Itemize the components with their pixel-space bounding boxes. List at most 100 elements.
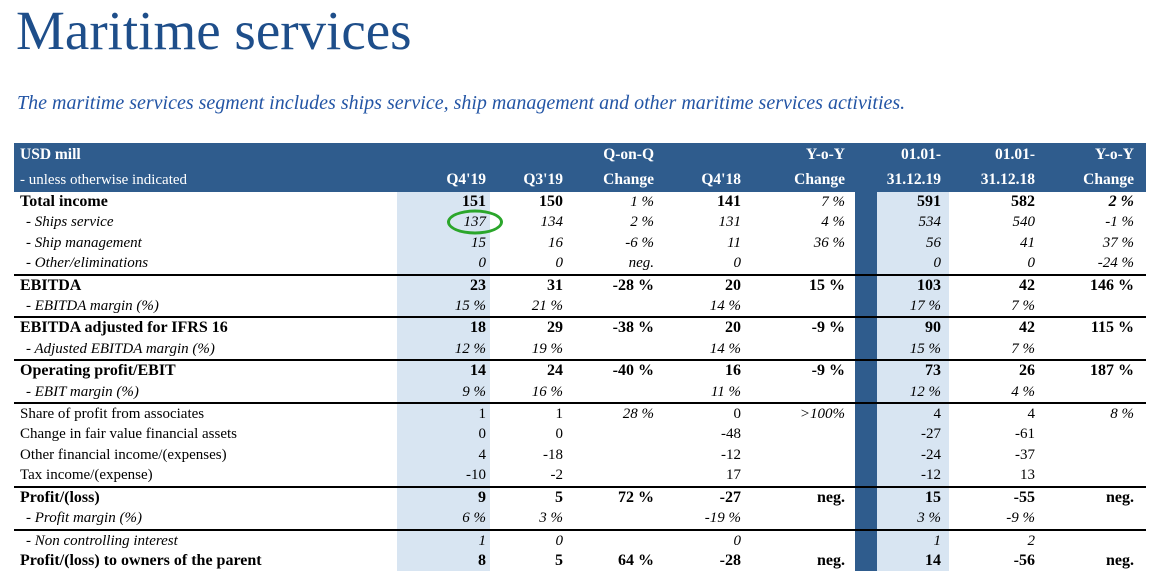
table-cell: 14 % (663, 296, 748, 319)
header-line-2: - unless otherwise indicated (20, 171, 188, 188)
row-label: - Other/eliminations (14, 253, 397, 276)
table-cell: 42 (1019, 276, 1035, 294)
table-cell (568, 445, 663, 465)
table-cell: 56 (926, 234, 941, 251)
table-row: Total income 151 150 1 % 141 7 % 591 582 2 % (14, 192, 1146, 213)
table-row: - EBIT margin (%) 9 % 16 % 11 % 12 % 4 % (14, 381, 1146, 405)
table-cell: 13 (949, 465, 1043, 488)
table-cell: -10 (397, 465, 490, 488)
table-cell: 29 (547, 319, 563, 337)
table-cell (568, 465, 663, 488)
table-cell: 17 (663, 465, 748, 488)
header-line-1: 01.01- (994, 146, 1035, 163)
table-cell: 19 % (490, 338, 568, 362)
table-cell (568, 424, 663, 444)
table-cell: 26 (1019, 362, 1035, 380)
table-cell: 1 (933, 532, 942, 549)
table-cell: 7 % (821, 194, 845, 210)
table-cell (1043, 465, 1146, 488)
table-header: USD mill - unless otherwise indicated Q4'1… (14, 143, 1146, 192)
section-divider-cell (855, 212, 877, 233)
table-cell (1043, 338, 1146, 362)
table-cell: 0 (478, 426, 487, 443)
financial-table: USD mill - unless otherwise indicated Q4'1… (14, 143, 1146, 572)
header-line-2 (855, 168, 877, 193)
table-cell: 1 (478, 406, 487, 423)
table-cell: 150 (539, 193, 563, 210)
table-cell: -28 (719, 551, 741, 569)
table-cell: 3 % (877, 508, 949, 531)
table-cell: 4 (1027, 406, 1036, 423)
table-cell: 2 % (630, 214, 654, 231)
table-cell (1043, 296, 1146, 319)
table-cell: 64 % (618, 551, 654, 569)
table-cell: 41 (1020, 234, 1035, 251)
table-cell: -48 (721, 426, 741, 443)
header-line-1: Y-o-Y (1094, 146, 1134, 163)
table-cell: 4 % (949, 381, 1043, 405)
table-cell: 15 (471, 234, 486, 251)
table-cell: 15 % (397, 296, 490, 319)
table-cell: 28 % (622, 406, 654, 423)
header-line-1: Y-o-Y (805, 146, 845, 163)
table-cell: 72 % (618, 488, 654, 506)
table-cell: 137 (397, 212, 490, 232)
table-cell: 534 (918, 214, 942, 231)
section-divider-cell (855, 274, 877, 297)
table-cell: -12 (721, 446, 741, 463)
table-cell (1043, 445, 1146, 465)
table-cell: 20 (725, 319, 741, 337)
table-cell: 2 (1027, 532, 1036, 549)
section-divider-cell (855, 296, 877, 319)
header-line-2: Q4'19 (446, 170, 486, 188)
table-row: Change in fair value financial assets 0 0 -… (14, 424, 1146, 445)
table-cell: 4 (478, 446, 487, 463)
table-cell: 14 (470, 362, 486, 380)
table-cell: 0 (877, 253, 949, 276)
table-cell: 115 % (1090, 319, 1134, 337)
row-label: - Non controlling interest (26, 532, 178, 549)
table-cell: 5 (555, 551, 563, 569)
table-cell: -27 (921, 426, 941, 443)
table-cell: -27 (719, 488, 741, 506)
table-row: EBITDA adjusted for IFRS 16 18 29 -38 % 20 -9… (14, 317, 1146, 339)
table-row: - EBITDA margin (%) 15 % 21 % 14 % 17 % 7 % (14, 296, 1146, 319)
table-cell: 0 (733, 406, 742, 423)
table-cell: -12 (877, 465, 949, 488)
section-divider-cell (855, 465, 877, 488)
header-line-2: Q3'19 (523, 170, 563, 188)
table-row: - Ships service 137 134 2 % 131 4 % 534 540 -1 % (14, 212, 1146, 233)
header-line-1: Q-on-Q (603, 146, 654, 163)
table-cell (568, 296, 663, 319)
section-divider-cell (855, 403, 877, 425)
section-divider-cell (855, 360, 877, 382)
section-divider-cell (855, 424, 877, 445)
header-line-2: Change (1083, 170, 1134, 188)
table-cell: 134 (540, 214, 564, 231)
table-cell: 7 % (949, 338, 1043, 362)
table-row: Operating profit/EBIT 14 24 -40 % 16 -9 % 73 26… (14, 360, 1146, 382)
section-divider-cell (855, 253, 877, 276)
section-divider-header (855, 143, 877, 192)
table-cell: 1 (478, 532, 487, 549)
header-line-1 (855, 143, 877, 168)
column-header: Q4'18 (663, 143, 748, 192)
table-cell: 0 (663, 253, 748, 276)
table-cell: 21 % (490, 296, 568, 319)
table-cell: 11 (727, 234, 741, 251)
table-cell: 0 (733, 532, 742, 549)
table-cell (1043, 530, 1146, 551)
table-cell (568, 530, 663, 551)
table-row: - Ship management 15 16 -6 % 11 36 % 56 41 37 % (14, 232, 1146, 254)
column-header: 01.01- 31.12.19 (877, 143, 949, 192)
table-cell: 17 % (877, 296, 949, 319)
table-cell: 15 % (809, 276, 845, 294)
page-title: Maritime services (16, 0, 412, 61)
table-cell: 16 (548, 234, 563, 251)
section-divider-cell (855, 232, 877, 254)
table-cell: 16 % (490, 381, 568, 405)
section-divider-cell (855, 486, 877, 509)
table-cell: 540 (1012, 214, 1036, 231)
column-header: Q4'19 (397, 143, 490, 192)
table-cell (748, 465, 855, 488)
